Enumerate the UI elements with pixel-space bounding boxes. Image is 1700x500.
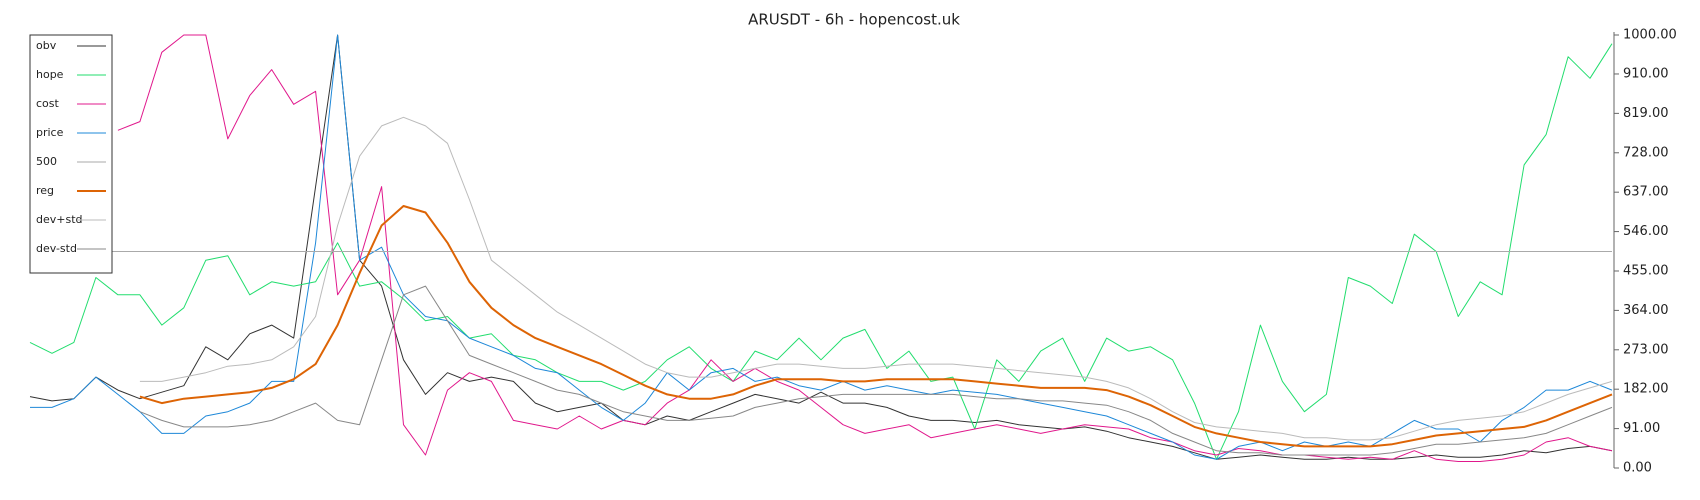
y-tick-label: 637.00 — [1623, 185, 1669, 200]
y-tick-label: 182.00 — [1623, 382, 1669, 397]
legend-label: obv — [36, 39, 57, 52]
series-line — [139, 285, 1613, 456]
y-tick-label: 91.00 — [1623, 421, 1660, 436]
series-line — [30, 34, 1613, 460]
y-tick-label: 910.00 — [1623, 66, 1669, 81]
y-tick-label: 455.00 — [1623, 263, 1669, 278]
legend-label: reg — [36, 184, 54, 197]
legend-label: price — [36, 126, 64, 139]
legend-label: hope — [36, 68, 64, 81]
y-tick-label: 546.00 — [1623, 224, 1669, 239]
series-line — [139, 205, 1613, 448]
series-line — [29, 34, 1613, 460]
series-line — [117, 34, 1613, 462]
legend-label: dev-std — [36, 242, 77, 255]
legend-label: cost — [36, 97, 60, 110]
y-tick-label: 1000.00 — [1623, 28, 1677, 43]
legend-label: dev+std — [36, 213, 83, 226]
y-tick-label: 0.00 — [1623, 461, 1652, 476]
series-line — [29, 43, 1613, 460]
series-line — [139, 116, 1613, 441]
chart-title: ARUSDT - 6h - hopencost.uk — [748, 11, 960, 29]
legend-label: 500 — [36, 155, 57, 168]
y-tick-label: 819.00 — [1623, 106, 1669, 121]
y-tick-label: 728.00 — [1623, 145, 1669, 160]
y-tick-label: 273.00 — [1623, 342, 1669, 357]
y-tick-label: 364.00 — [1623, 303, 1669, 318]
